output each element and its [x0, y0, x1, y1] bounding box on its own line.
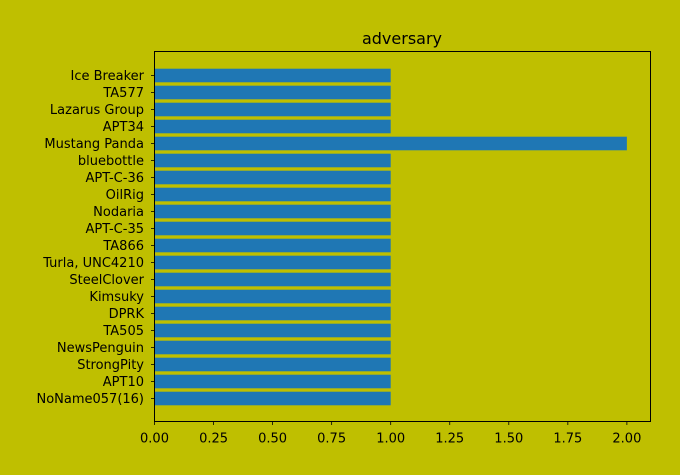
y-tick-label: Ice Breaker: [71, 69, 145, 84]
y-tick-label: TA577: [102, 86, 144, 101]
bar: [154, 391, 391, 406]
y-tick-label: bluebottle: [78, 154, 144, 169]
y-tick-label: APT10: [103, 375, 144, 390]
bar: [154, 272, 391, 287]
bar: [154, 374, 391, 389]
bar: [154, 340, 391, 355]
bar: [154, 119, 391, 134]
bar: [154, 85, 391, 100]
x-tick-label: 0.50: [258, 432, 287, 447]
bar: [154, 204, 391, 219]
y-tick-label: NoName057(16): [36, 392, 144, 407]
x-tick-label: 1.25: [435, 432, 464, 447]
y-tick-label: DPRK: [109, 307, 145, 322]
x-tick-label: 0.25: [199, 432, 228, 447]
bar: [154, 136, 627, 151]
y-tick-label: OilRig: [106, 188, 144, 203]
bar: [154, 238, 391, 253]
y-tick-label: Nodaria: [93, 205, 144, 220]
bar: [154, 68, 391, 83]
y-tick-label: Mustang Panda: [44, 137, 144, 152]
x-tick-label: 1.00: [376, 432, 405, 447]
y-tick-label: SteelClover: [69, 273, 144, 288]
x-tick-label: 0.75: [317, 432, 346, 447]
y-tick-labels: Ice Breaker TA577 Lazarus Group APT34 Mustan…: [36, 69, 155, 407]
bar: [154, 306, 391, 321]
bar: [154, 221, 391, 236]
bar: [154, 255, 391, 270]
x-tick-label: 0.00: [140, 432, 169, 447]
bar: [154, 170, 391, 185]
bar: [154, 357, 391, 372]
x-tick-label: 1.50: [494, 432, 523, 447]
y-tick-label: TA866: [102, 239, 144, 254]
y-tick-label: APT34: [103, 120, 144, 135]
plot-frame: [154, 51, 651, 422]
y-tick-label: NewsPenguin: [57, 341, 144, 356]
y-tick-label: TA505: [102, 324, 144, 339]
bar: [154, 289, 391, 304]
y-tick-label: Turla, UNC4210: [42, 256, 144, 271]
bar: [154, 102, 391, 117]
y-tick-label: APT-C-35: [86, 222, 144, 237]
x-tick-label: 1.75: [553, 432, 582, 447]
chart-title: adversary: [362, 29, 442, 48]
y-tick-label: APT-C-36: [86, 171, 144, 186]
y-tick-label: StrongPity: [77, 358, 144, 373]
x-ticks: 0.00 0.25 0.50 0.75 1.00 1.25 1.50 1.75 2.00: [140, 421, 641, 447]
bar: [154, 187, 391, 202]
y-tick-label: Lazarus Group: [50, 103, 144, 118]
y-tick-label: Kimsuky: [89, 290, 144, 305]
x-tick-label: 2.00: [612, 432, 641, 447]
bar-group: [154, 68, 627, 406]
bar: [154, 323, 391, 338]
bar: [154, 153, 391, 168]
